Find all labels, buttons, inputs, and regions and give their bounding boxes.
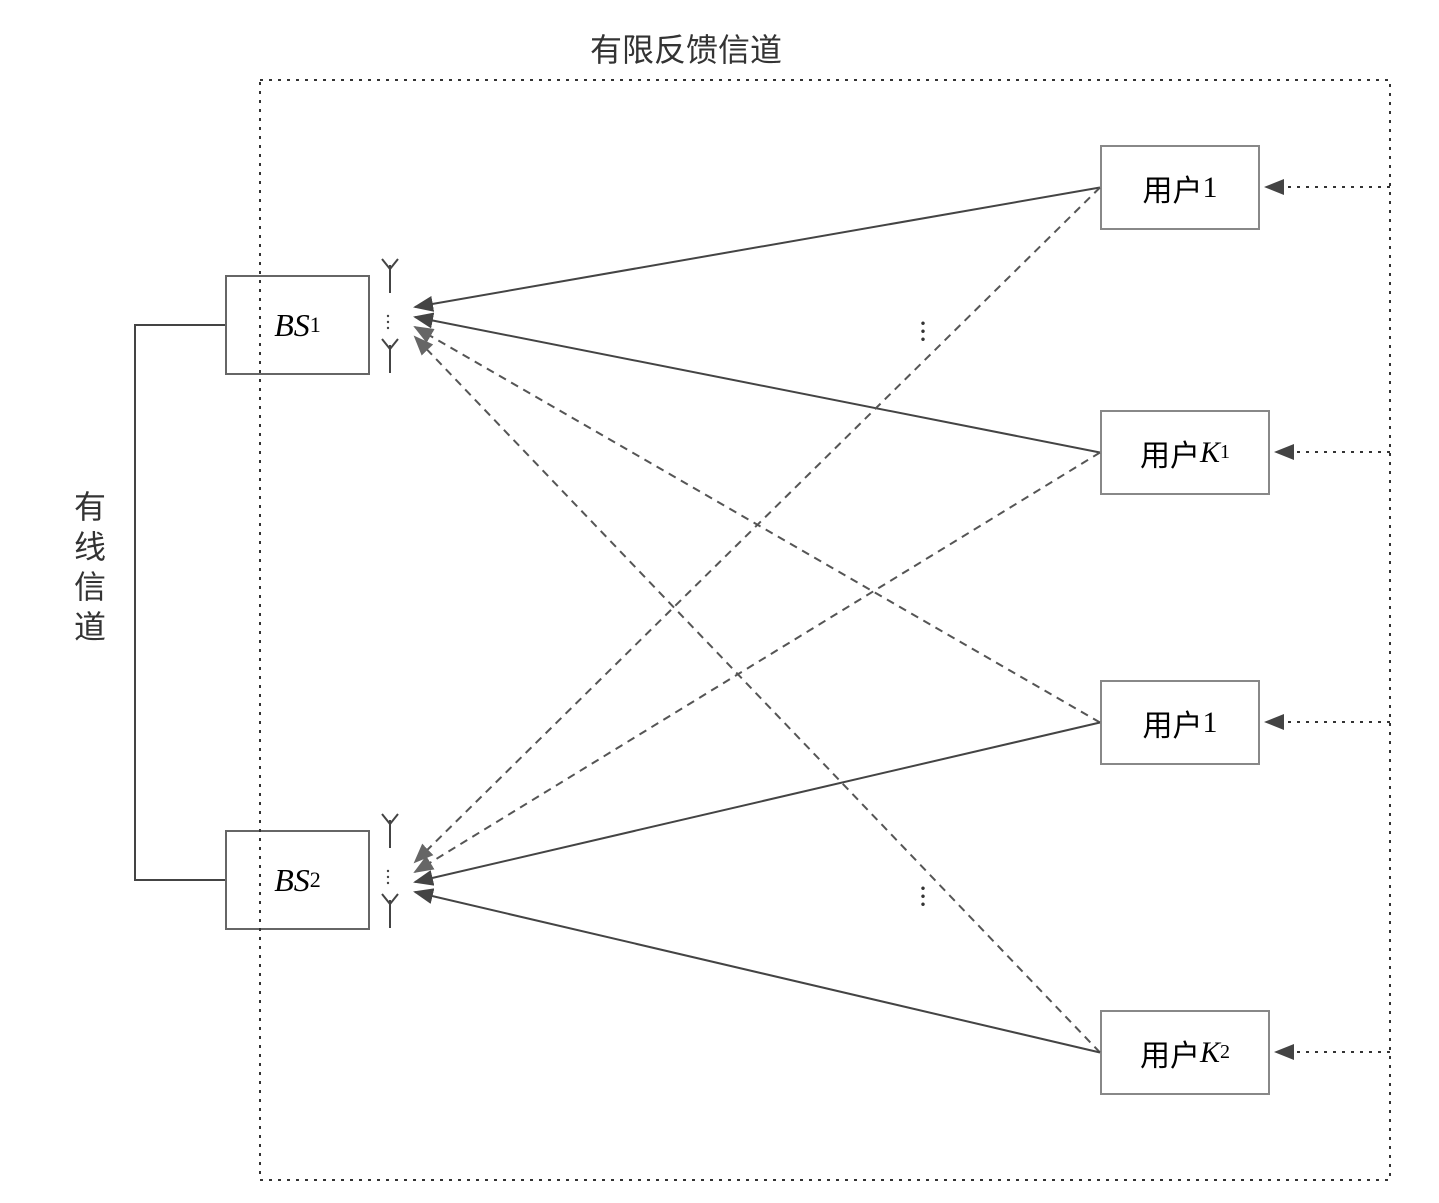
user-box-1b: 用户1: [1100, 680, 1260, 765]
bs2-label-sub: 2: [310, 867, 321, 893]
user1b-prefix: 用户: [1143, 701, 1203, 745]
userk1-sub: 1: [1220, 441, 1230, 464]
bs1-label-sub: 1: [310, 312, 321, 338]
user-box-k2: 用户K2: [1100, 1010, 1270, 1095]
userk1-suffix: K: [1200, 436, 1220, 470]
user1b-suffix: 1: [1203, 706, 1218, 740]
bs1-label-prefix: BS: [274, 307, 310, 344]
userk2-prefix: 用户: [1140, 1031, 1200, 1075]
userk2-suffix: K: [1200, 1036, 1220, 1070]
wired-channel-label: 有线信道: [65, 490, 111, 650]
user-box-k1: 用户K1: [1100, 410, 1270, 495]
user1-suffix: 1: [1203, 171, 1218, 205]
userk1-prefix: 用户: [1140, 431, 1200, 475]
userk2-sub: 2: [1220, 1041, 1230, 1064]
user1-prefix: 用户: [1143, 166, 1203, 210]
base-station-2: BS2: [225, 830, 370, 930]
vertical-dots-icon: ···: [918, 320, 928, 344]
vertical-dots-icon: ···: [918, 885, 928, 909]
feedback-channel-title: 有限反馈信道: [590, 25, 782, 71]
base-station-1: BS1: [225, 275, 370, 375]
bs2-label-prefix: BS: [274, 862, 310, 899]
user-box-1: 用户1: [1100, 145, 1260, 230]
